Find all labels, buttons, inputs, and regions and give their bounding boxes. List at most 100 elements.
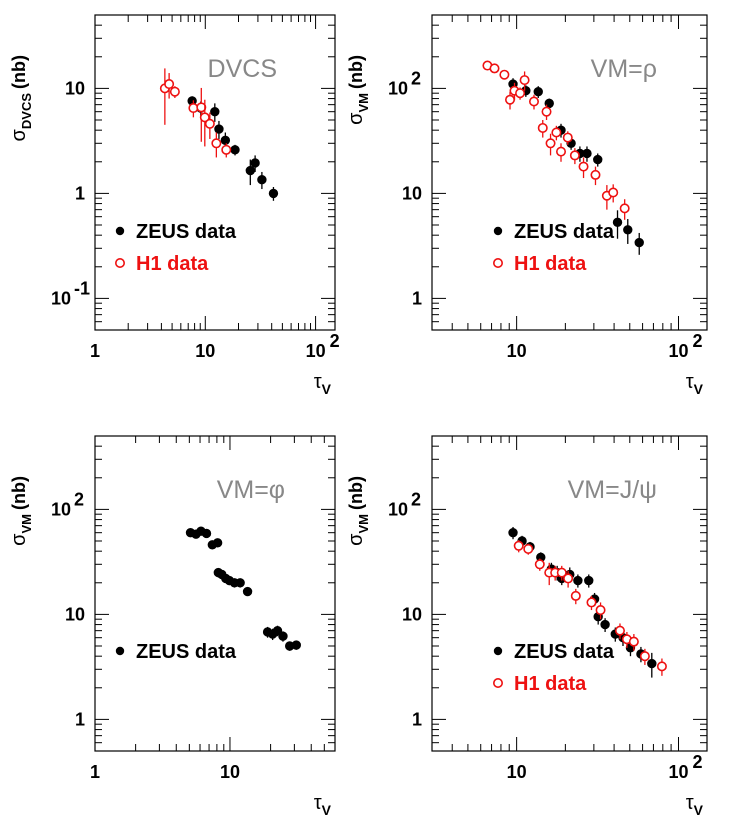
y-tick-exponent: 2 <box>411 68 421 88</box>
process-annotation: DVCS <box>208 55 277 83</box>
y-tick-label: 10 <box>402 183 422 203</box>
x-tick-label: 10 <box>306 341 326 361</box>
data-point <box>582 148 592 159</box>
x-axis-label: τV <box>686 792 704 817</box>
data-point <box>590 169 601 180</box>
data-point <box>212 538 223 548</box>
series-h1 <box>482 60 630 220</box>
data-point <box>573 575 583 586</box>
data-point <box>199 112 210 123</box>
y-tick-label: 10 <box>51 499 71 519</box>
data-point <box>164 79 175 90</box>
y-axis-label: σVM(nb) <box>345 55 371 125</box>
data-point <box>519 75 530 86</box>
data-point <box>600 619 610 630</box>
legend-marker <box>492 257 503 268</box>
y-axis-label: σDVCS(nb) <box>8 55 34 141</box>
data-point <box>647 658 657 669</box>
data-point <box>556 146 567 157</box>
x-tick-label: 10 <box>668 341 688 361</box>
plot-frame <box>94 435 336 752</box>
data-point <box>628 636 639 647</box>
data-point <box>489 63 500 74</box>
x-axis-label: τV <box>314 371 332 397</box>
data-point <box>578 161 589 172</box>
data-point <box>563 573 574 584</box>
data-point <box>201 528 212 539</box>
legend-marker <box>115 646 125 656</box>
legend: ZEUS data H1 data <box>115 221 237 275</box>
y-tick-label: 10 <box>402 604 422 624</box>
x-tick-label: 1 <box>90 762 100 782</box>
plot-frame <box>431 435 708 752</box>
x-tick-label: 10 <box>195 341 215 361</box>
data-point <box>639 651 650 662</box>
data-point <box>210 106 220 117</box>
x-tick-label: 10 <box>507 762 527 782</box>
data-point <box>235 578 245 588</box>
data-point <box>291 640 301 650</box>
data-point <box>569 150 580 161</box>
data-point <box>268 188 279 199</box>
x-tick-label: 10 <box>668 762 688 782</box>
data-point <box>188 103 199 114</box>
data-point <box>614 625 625 636</box>
series-h1 <box>513 540 667 676</box>
plot-frame <box>94 14 336 331</box>
data-point <box>656 661 667 672</box>
legend-label: H1 data <box>514 673 587 695</box>
y-tick-label: 1 <box>412 709 422 729</box>
series-h1 <box>159 68 232 158</box>
data-point <box>533 87 543 97</box>
data-point <box>534 559 545 570</box>
x-axis-label: τV <box>314 792 332 817</box>
legend-label: H1 data <box>514 253 587 275</box>
x-tick-label: 10 <box>507 341 527 361</box>
series-zeus <box>185 526 301 651</box>
data-point <box>211 138 222 149</box>
legend-label: ZEUS data <box>514 221 615 243</box>
x-tick-label: 1 <box>90 341 100 361</box>
legend-label: ZEUS data <box>514 641 615 663</box>
data-point <box>584 575 594 586</box>
data-point <box>623 225 633 235</box>
legend-label: H1 data <box>136 253 209 275</box>
data-point <box>220 135 231 146</box>
data-point <box>278 631 288 641</box>
data-point <box>508 527 518 538</box>
legend-marker <box>493 226 503 236</box>
data-point <box>250 158 260 168</box>
data-point <box>556 567 567 578</box>
x-tick-label: 10 <box>220 762 240 782</box>
data-point <box>608 187 619 198</box>
process-annotation: VM=J/ψ <box>568 476 657 504</box>
y-tick-label: 10 <box>65 604 85 624</box>
data-point <box>221 144 232 155</box>
y-tick-label: 10 <box>65 78 85 98</box>
data-point <box>505 94 516 105</box>
y-tick-label: 1 <box>75 709 85 729</box>
process-annotation: VM=ρ <box>591 55 657 83</box>
legend: ZEUS data H1 data <box>492 221 615 275</box>
y-tick-label: 10 <box>51 288 71 308</box>
y-tick-label: 1 <box>412 288 422 308</box>
y-axis-label: σVM(nb) <box>345 476 371 546</box>
x-tick-exponent: 2 <box>692 752 702 772</box>
y-tick-exponent: -1 <box>74 278 90 298</box>
data-point <box>242 586 253 597</box>
legend: ZEUS data H1 data <box>492 641 615 695</box>
y-tick-label: 10 <box>388 499 408 519</box>
x-axis-label: τV <box>686 371 704 397</box>
legend-marker <box>493 646 503 656</box>
plot-frame <box>431 14 708 331</box>
data-point <box>528 96 539 107</box>
y-tick-label: 1 <box>75 183 85 203</box>
data-point <box>515 88 526 99</box>
data-point <box>245 165 256 176</box>
y-tick-exponent: 2 <box>411 489 421 509</box>
